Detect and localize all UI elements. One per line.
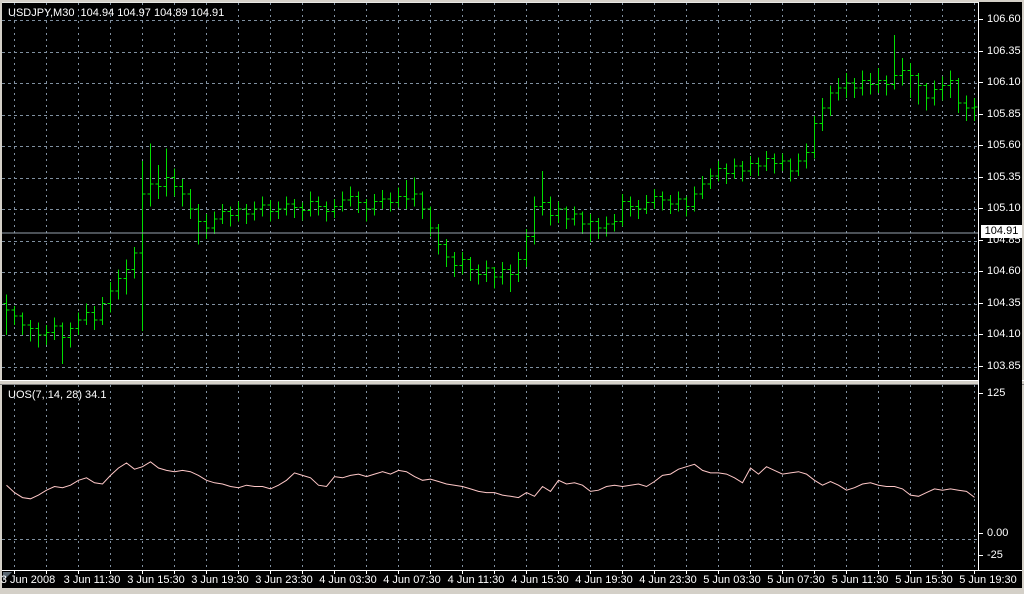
price-axis-tick xyxy=(979,303,983,304)
time-axis-tick xyxy=(366,571,367,574)
price-axis-tick xyxy=(979,366,983,367)
time-axis-label: 5 Jun 03:30 xyxy=(703,574,761,586)
time-axis-label: 4 Jun 07:30 xyxy=(383,574,441,586)
price-pane[interactable]: USDJPY,M30 104.94 104.97 104.89 104.91 xyxy=(2,2,978,381)
time-axis-tick xyxy=(462,571,463,574)
price-axis-label: 106.10 xyxy=(987,76,1021,88)
price-axis-tick xyxy=(979,240,983,241)
scroll-corner-triangle xyxy=(3,572,12,581)
price-axis-label: 105.10 xyxy=(987,202,1021,214)
indicator-axis-tick xyxy=(979,555,983,556)
price-axis-tick xyxy=(979,208,983,209)
price-axis-label: 103.85 xyxy=(987,360,1021,372)
pane-splitter[interactable] xyxy=(0,380,1024,385)
time-axis-label: 5 Jun 07:30 xyxy=(767,574,825,586)
time-axis-label: 3 Jun 15:30 xyxy=(127,574,185,586)
price-axis-tick xyxy=(979,19,983,20)
time-axis-tick xyxy=(270,571,271,574)
indicator-axis-tick xyxy=(979,393,983,394)
time-axis-label: 4 Jun 23:30 xyxy=(639,574,697,586)
price-axis-label: 105.60 xyxy=(987,139,1021,151)
time-axis-tick xyxy=(910,571,911,574)
price-axis-label: 105.35 xyxy=(987,171,1021,183)
time-axis-label: 3 Jun 2008 xyxy=(0,574,56,586)
time-axis-tick xyxy=(590,571,591,574)
indicator-pane[interactable]: UOS(7, 14, 28) 34.1 xyxy=(2,385,978,570)
time-axis-label: 3 Jun 19:30 xyxy=(191,574,249,586)
indicator-axis-label: 0.00 xyxy=(987,527,1009,539)
price-axis-label: 106.35 xyxy=(987,45,1021,57)
time-axis-tick xyxy=(302,571,303,574)
price-axis-tick xyxy=(979,114,983,115)
time-axis-tick xyxy=(206,571,207,574)
time-axis-tick xyxy=(878,571,879,574)
time-axis-tick xyxy=(782,571,783,574)
indicator-canvas[interactable] xyxy=(2,385,978,570)
time-axis-tick xyxy=(398,571,399,574)
time-axis[interactable]: 3 Jun 2008 3 Jun 11:30 3 Jun 15:30 3 Jun 19… xyxy=(0,570,1022,588)
price-axis-label: 104.10 xyxy=(987,328,1021,340)
time-axis-tick xyxy=(142,571,143,574)
time-axis-tick xyxy=(174,571,175,574)
time-axis-tick xyxy=(654,571,655,574)
time-axis-tick xyxy=(718,571,719,574)
price-axis-tick xyxy=(979,177,983,178)
time-axis-tick xyxy=(558,571,559,574)
time-axis-tick xyxy=(14,571,15,574)
time-axis-label: 4 Jun 19:30 xyxy=(575,574,633,586)
time-axis-label: 3 Jun 23:30 xyxy=(255,574,313,586)
indicator-axis-label: 125 xyxy=(987,387,1006,399)
indicator-axis-label: -25 xyxy=(987,549,1003,561)
current-price-tag: 104.91 xyxy=(981,225,1022,238)
price-axis[interactable]: 104.91 106.60 106.35 106.10 105.85 105.60 105… xyxy=(978,2,1022,570)
time-axis-label: 4 Jun 11:30 xyxy=(447,574,505,586)
price-axis-label: 106.60 xyxy=(987,13,1021,25)
price-axis-label: 104.35 xyxy=(987,297,1021,309)
time-axis-label: 4 Jun 15:30 xyxy=(511,574,569,586)
time-axis-tick xyxy=(78,571,79,574)
time-axis-label: 5 Jun 11:30 xyxy=(831,574,889,586)
time-axis-tick xyxy=(430,571,431,574)
ohlc-bars xyxy=(3,35,978,364)
time-axis-tick xyxy=(110,571,111,574)
price-axis-label: 105.85 xyxy=(987,108,1021,120)
price-axis-tick xyxy=(979,271,983,272)
time-axis-tick xyxy=(814,571,815,574)
indicator-axis-tick xyxy=(979,533,983,534)
time-axis-tick xyxy=(942,571,943,574)
price-axis-label: 104.85 xyxy=(987,234,1021,246)
time-axis-tick xyxy=(686,571,687,574)
time-axis-label: 5 Jun 19:30 xyxy=(959,574,1017,586)
symbol-ohlc-header: USDJPY,M30 104.94 104.97 104.89 104.91 xyxy=(8,7,225,19)
price-chart-canvas[interactable] xyxy=(2,3,978,381)
time-axis-tick xyxy=(46,571,47,574)
price-axis-tick xyxy=(979,82,983,83)
time-axis-tick xyxy=(846,571,847,574)
indicator-label: UOS(7, 14, 28) 34.1 xyxy=(8,389,107,401)
time-axis-label: 3 Jun 11:30 xyxy=(63,574,121,586)
time-axis-tick xyxy=(622,571,623,574)
price-axis-label: 104.60 xyxy=(987,265,1021,277)
time-axis-tick xyxy=(238,571,239,574)
time-axis-tick xyxy=(974,571,975,574)
time-axis-tick xyxy=(334,571,335,574)
time-axis-label: 5 Jun 15:30 xyxy=(895,574,953,586)
time-axis-tick xyxy=(526,571,527,574)
price-axis-tick xyxy=(979,51,983,52)
price-axis-tick xyxy=(979,334,983,335)
time-axis-tick xyxy=(494,571,495,574)
price-axis-tick xyxy=(979,145,983,146)
uos-line xyxy=(6,461,975,500)
time-axis-tick xyxy=(750,571,751,574)
time-axis-label: 4 Jun 03:30 xyxy=(319,574,377,586)
